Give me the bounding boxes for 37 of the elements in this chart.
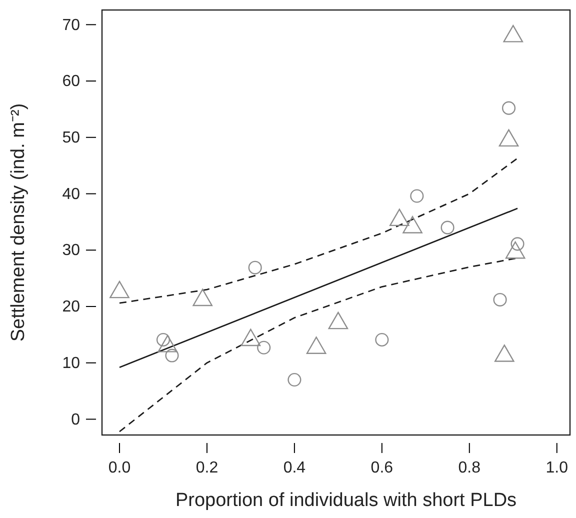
point (192, 288, 213, 306)
y-tick-label: 50 (62, 130, 80, 147)
y-tick-label: 30 (62, 242, 80, 260)
y-tick-label: 60 (62, 73, 80, 90)
point (240, 328, 261, 346)
x-tick-label: 0.2 (196, 459, 218, 476)
x-tick-label: 0.8 (458, 459, 481, 476)
y-tick-label: 20 (62, 298, 80, 316)
point (306, 336, 326, 354)
y-tick-label: 40 (62, 186, 80, 203)
point (375, 332, 389, 347)
point (110, 280, 130, 298)
point (165, 348, 179, 362)
point (440, 220, 454, 234)
point (502, 101, 516, 115)
point (288, 372, 302, 387)
point (257, 340, 271, 354)
x-tick-label: 0.0 (108, 459, 131, 476)
y-tick-label: 70 (62, 16, 80, 34)
y-tick-label: 10 (62, 354, 80, 372)
point (498, 129, 519, 147)
point (248, 260, 262, 274)
x-tick-label: 0.6 (370, 459, 394, 476)
point (503, 24, 524, 42)
point (402, 216, 422, 234)
point (158, 334, 178, 352)
x-tick-label: 0.4 (283, 459, 306, 476)
point (494, 344, 514, 362)
point (390, 208, 410, 226)
point (493, 292, 507, 306)
y-axis-title: Settlement density (ind. m⁻²) (8, 103, 29, 342)
point (505, 241, 526, 259)
point (410, 189, 424, 203)
y-tick-label: 0 (71, 411, 80, 428)
point (328, 312, 348, 330)
x-tick-label: 1.0 (546, 459, 568, 476)
x-axis-title: Proportion of individuals with short PLDs (175, 490, 517, 511)
